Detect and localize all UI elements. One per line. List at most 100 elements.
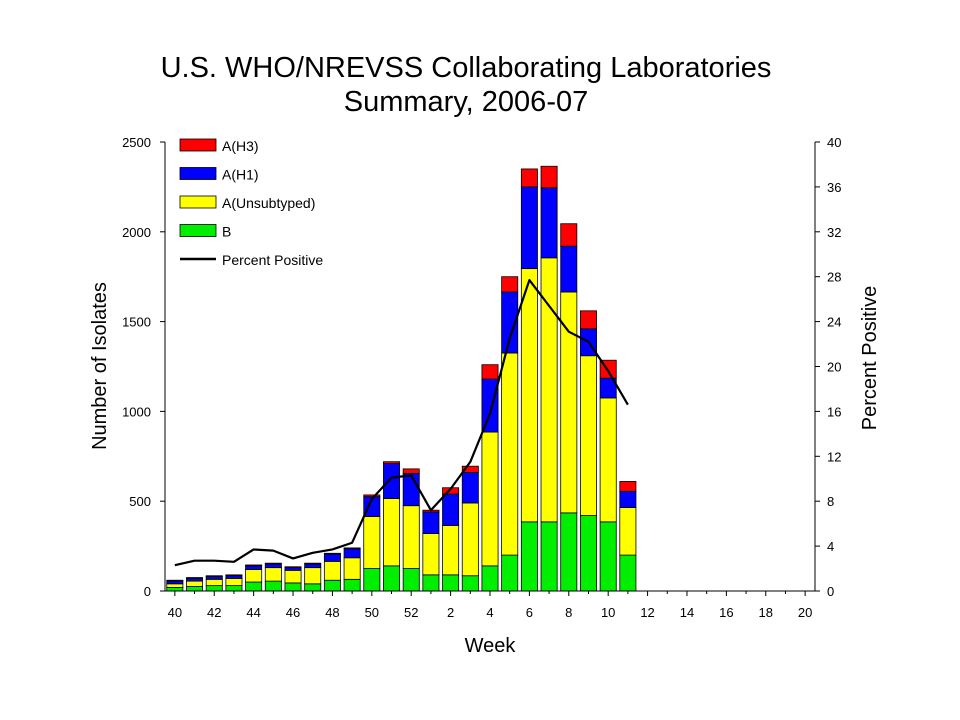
bar-a-h3--week-47	[304, 562, 322, 565]
bars-group	[166, 165, 637, 592]
bar-a-h3--week-5	[501, 276, 519, 293]
x-tick-label-2: 2	[447, 605, 454, 620]
bar-a-h1--week-8	[560, 245, 578, 293]
bar-b-week-7	[540, 521, 558, 592]
bar-a-unsubtyped--week-50	[363, 516, 381, 569]
y-tick-label-1500: 1500	[122, 315, 151, 330]
y2-axis-title: Percent Positive	[859, 286, 881, 431]
bar-b-week-45	[264, 580, 282, 592]
bar-a-h3--week-11	[619, 481, 637, 492]
y2-tick-label-0: 0	[827, 584, 834, 599]
y2-tick-label-12: 12	[827, 449, 841, 464]
legend: A(H3) A(H1) A(Unsubtyped) B Percent Positive	[179, 138, 323, 268]
bar-a-unsubtyped--week-5	[501, 352, 519, 556]
bar-a-unsubtyped--week-2	[442, 525, 460, 576]
bar-b-week-5	[501, 554, 519, 592]
x-tick-label-48: 48	[325, 605, 339, 620]
bar-a-h1--week-7	[540, 187, 558, 259]
bar-a-unsubtyped--week-51	[383, 498, 400, 567]
legend-label-b: B	[222, 224, 231, 240]
y-tick-label-2000: 2000	[122, 225, 151, 240]
y-axis-title: Number of Isolates	[89, 282, 111, 450]
bar-a-h3--week-43	[225, 574, 243, 577]
bar-b-week-47	[304, 583, 322, 592]
y2-tick-label-8: 8	[827, 494, 834, 509]
bar-a-h3--week-3	[461, 465, 479, 473]
bar-a-h1--week-40	[166, 580, 184, 585]
x-tick-label-8: 8	[565, 605, 572, 620]
y-tick-label-500: 500	[129, 494, 151, 509]
bar-a-h1--week-3	[461, 472, 479, 504]
bar-a-h3--week-41	[186, 577, 204, 579]
legend-label-a-h3-: A(H3)	[222, 138, 259, 154]
x-tick-label-46: 46	[286, 605, 300, 620]
bar-a-h3--week-49	[343, 547, 361, 550]
bar-b-week-3	[461, 575, 479, 592]
bar-a-h3--week-50	[363, 494, 381, 498]
bar-a-unsubtyped--week-43	[225, 578, 243, 587]
bar-a-unsubtyped--week-41	[186, 580, 204, 587]
legend-label-a-h1-: A(H1)	[222, 167, 259, 183]
bar-a-unsubtyped--week-9	[580, 355, 597, 516]
chart-title-line2: Summary, 2006-07	[344, 86, 588, 118]
x-tick-label-6: 6	[526, 605, 533, 620]
y2-tick-label-4: 4	[827, 539, 834, 554]
legend-swatch-b	[179, 224, 217, 237]
bar-b-week-1	[422, 574, 440, 592]
bar-b-week-9	[580, 515, 597, 592]
y2-tick-label-20: 20	[827, 360, 841, 375]
bar-a-h3--week-8	[560, 223, 578, 247]
bar-a-unsubtyped--week-46	[284, 569, 302, 584]
bar-a-h1--week-41	[186, 578, 204, 582]
y2-tick-label-32: 32	[827, 225, 841, 240]
bar-b-week-41	[186, 586, 204, 592]
y-tick-label-0: 0	[144, 584, 151, 599]
y2-tick-label-36: 36	[827, 180, 841, 195]
bar-a-h1--week-47	[304, 563, 322, 569]
x-tick-label-20: 20	[798, 605, 812, 620]
bar-a-h1--week-4	[481, 378, 499, 433]
bar-b-week-10	[599, 521, 617, 592]
bar-a-h3--week-46	[284, 566, 302, 569]
bar-b-week-4	[481, 565, 499, 592]
axes-group: 0500100015002000250004812162024283236404…	[122, 135, 841, 620]
x-tick-label-4: 4	[486, 605, 493, 620]
y2-tick-label-28: 28	[827, 270, 841, 285]
bar-a-h1--week-45	[264, 563, 282, 569]
bar-a-unsubtyped--week-48	[323, 560, 341, 581]
y-tick-label-1000: 1000	[122, 404, 151, 419]
bar-a-h1--week-46	[284, 567, 302, 571]
bar-b-week-42	[205, 585, 223, 592]
bar-a-h3--week-4	[481, 364, 499, 380]
x-tick-label-40: 40	[168, 605, 182, 620]
bar-b-week-11	[619, 554, 637, 592]
bar-b-week-49	[343, 578, 361, 592]
bar-a-h3--week-48	[323, 552, 341, 555]
bar-b-week-51	[383, 565, 400, 592]
legend-swatch-a-h3-	[179, 138, 217, 152]
y2-tick-label-24: 24	[827, 315, 841, 330]
bar-a-h1--week-49	[343, 548, 361, 559]
legend-label-percent-positive: Percent Positive	[222, 252, 323, 268]
x-tick-label-50: 50	[365, 605, 379, 620]
bar-a-unsubtyped--week-4	[481, 431, 499, 567]
bar-a-h3--week-9	[580, 310, 597, 330]
bar-a-h1--week-48	[323, 553, 341, 562]
y2-tick-label-16: 16	[827, 404, 841, 419]
bar-a-h1--week-44	[245, 565, 263, 570]
y-tick-label-2500: 2500	[122, 135, 151, 150]
bar-a-unsubtyped--week-49	[343, 557, 361, 580]
bar-a-h3--week-42	[205, 575, 223, 578]
percent-positive-line-group	[174, 278, 629, 567]
x-tick-label-52: 52	[404, 605, 418, 620]
bar-a-h1--week-2	[442, 493, 460, 526]
legend-swatch-a-h1-	[179, 167, 217, 180]
bar-b-week-52	[402, 568, 420, 592]
percent-positive-line	[174, 278, 629, 567]
bar-a-h1--week-11	[619, 490, 637, 508]
bar-a-h3--week-51	[383, 461, 400, 464]
bar-a-h3--week-6	[520, 168, 538, 188]
bar-a-h3--week-45	[264, 562, 282, 565]
bar-b-week-40	[166, 587, 184, 592]
legend-swatch-a-unsubtyped-	[179, 195, 217, 209]
